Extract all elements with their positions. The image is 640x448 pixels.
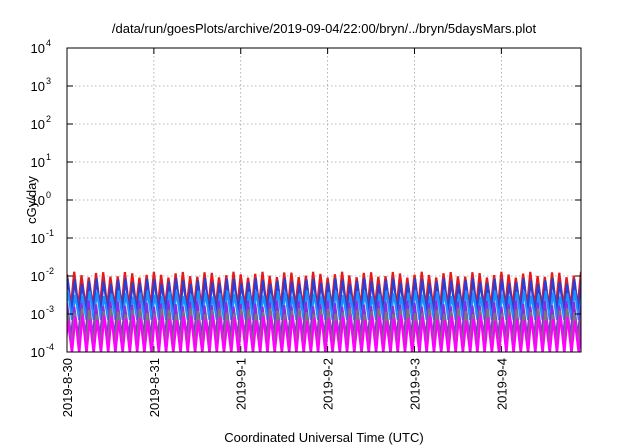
y-tick-label: 10 <box>31 155 45 170</box>
chart-title: /data/run/goesPlots/archive/2019-09-04/2… <box>112 21 537 36</box>
y-tick-label: 10 <box>31 231 45 246</box>
y-tick-label: 10 <box>31 41 45 56</box>
y-tick-label: 10 <box>31 269 45 284</box>
x-tick-label: 2019-9-2 <box>321 358 336 410</box>
y-tick-exponent: -3 <box>46 304 54 314</box>
y-tick-exponent: 3 <box>46 76 51 86</box>
y-tick-exponent: 2 <box>46 114 51 124</box>
series-layer <box>67 271 581 352</box>
y-tick-label: 10 <box>31 345 45 360</box>
series-line-6 <box>67 314 581 352</box>
x-tick-label: 2019-8-31 <box>147 358 162 417</box>
y-tick-exponent: -2 <box>46 266 54 276</box>
x-axis: 2019-8-30 2019-8-31 2019-9-1 2019-9-2 2019-9… <box>60 48 509 417</box>
y-tick-label: 10 <box>31 193 45 208</box>
y-tick-label: 10 <box>31 79 45 94</box>
x-tick-label: 2019-9-4 <box>494 358 509 410</box>
y-tick-label: 10 <box>31 307 45 322</box>
x-tick-label: 2019-8-30 <box>60 358 75 417</box>
y-axis-label: cGy/day <box>24 176 39 224</box>
x-tick-label: 2019-9-1 <box>234 358 249 410</box>
x-axis-label: Coordinated Universal Time (UTC) <box>224 430 423 445</box>
y-tick-label: 10 <box>31 117 45 132</box>
x-tick-label: 2019-9-3 <box>407 358 422 410</box>
y-tick-exponent: 1 <box>46 152 51 162</box>
y-tick-exponent: -4 <box>46 342 54 352</box>
y-tick-exponent: 4 <box>46 38 51 48</box>
y-tick-exponent: 0 <box>46 190 51 200</box>
y-tick-exponent: -1 <box>46 228 54 238</box>
